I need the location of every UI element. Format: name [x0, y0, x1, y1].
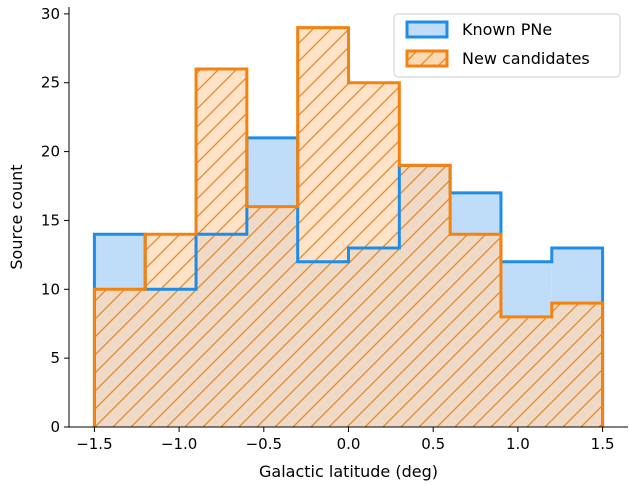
- x-axis: −1.5 −1.0 −0.5 0.0 0.5 1.0 1.5: [69, 426, 628, 453]
- y-tick-label: 20: [41, 143, 60, 161]
- x-tick-label: 1.0: [506, 435, 530, 453]
- y-axis: 0 5 10 15 20 25 30: [41, 5, 70, 436]
- outline-known-pne: [92, 136, 605, 427]
- series-new-candidates: [94, 27, 603, 428]
- x-tick-label: −0.5: [246, 435, 282, 453]
- y-tick-label: 15: [41, 211, 60, 229]
- x-tick-label: −1.5: [76, 435, 112, 453]
- x-tick-label: 1.5: [591, 435, 615, 453]
- bar-hatch-new-candidates: [399, 165, 451, 427]
- legend-swatch-known-pne: [405, 20, 449, 39]
- legend-box: [393, 13, 621, 78]
- y-tick-label: 30: [41, 5, 60, 23]
- x-tick-label: −1.0: [161, 435, 197, 453]
- bar-hatch-new-candidates: [196, 68, 247, 427]
- bar-hatch-new-candidates: [297, 27, 349, 428]
- legend-swatch-new-candidates: [405, 49, 449, 68]
- bar-hatch-new-candidates: [551, 303, 603, 427]
- x-axis-label: Galactic latitude (deg): [259, 462, 438, 481]
- legend: Known PNe New candidates: [393, 13, 621, 78]
- x-tick-label: 0.0: [337, 435, 361, 453]
- y-tick-label: 25: [41, 74, 60, 92]
- y-tick-label: 0: [50, 418, 60, 436]
- bar-hatch-new-candidates: [145, 234, 197, 427]
- legend-label-known-pne: Known PNe: [462, 20, 552, 39]
- bar-hatch-new-candidates: [94, 289, 146, 427]
- bar-hatch-new-candidates: [500, 316, 552, 427]
- x-tick-label: 0.5: [421, 435, 445, 453]
- bar-hatch-new-candidates: [246, 206, 298, 427]
- bar-hatch-new-candidates: [450, 234, 501, 427]
- y-tick-label: 10: [41, 280, 60, 298]
- y-axis-label: Source count: [7, 164, 26, 269]
- plot-area: [92, 26, 605, 428]
- y-tick-label: 5: [50, 349, 60, 367]
- legend-label-new-candidates: New candidates: [462, 49, 590, 68]
- outline-new-candidates: [92, 26, 605, 427]
- bar-hatch-new-candidates: [348, 82, 400, 427]
